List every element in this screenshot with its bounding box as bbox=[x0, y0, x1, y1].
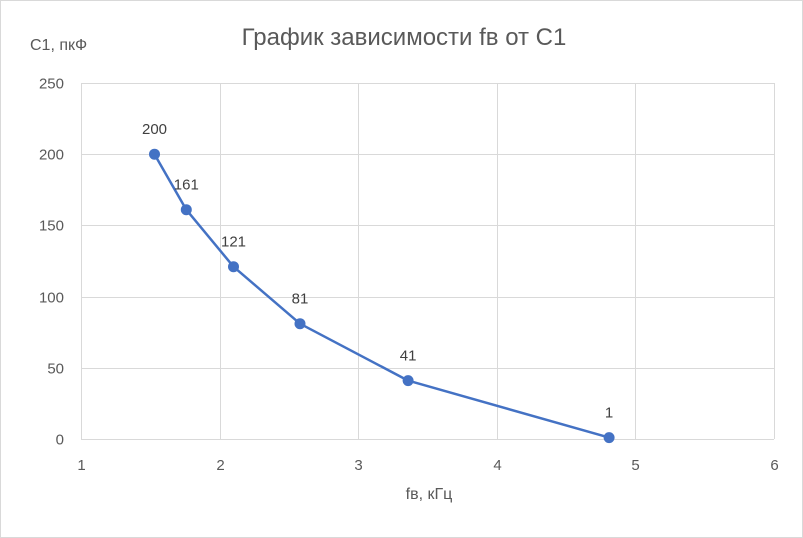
y-tick-label: 250 bbox=[39, 76, 64, 93]
data-label: 161 bbox=[174, 177, 199, 194]
data-point bbox=[180, 204, 192, 216]
y-tick-label: 100 bbox=[39, 290, 64, 307]
chart-title: График зависимости fв от С1 bbox=[242, 24, 567, 51]
x-tick-label: 4 bbox=[493, 457, 501, 474]
x-tick-label: 6 bbox=[770, 457, 778, 474]
y-tick-label: 200 bbox=[39, 147, 64, 164]
y-axis-title: С1, пкФ bbox=[30, 37, 87, 54]
data-point bbox=[228, 261, 239, 273]
x-tick-label: 1 bbox=[77, 457, 85, 474]
data-labels: 200 161 121 81 41 1 bbox=[142, 121, 613, 421]
x-tick-label: 5 bbox=[631, 457, 639, 474]
gridlines bbox=[81, 83, 775, 440]
data-label: 41 bbox=[400, 348, 417, 365]
y-tick-label: 0 bbox=[56, 432, 64, 449]
series-group bbox=[149, 148, 615, 444]
y-tick-label: 50 bbox=[47, 361, 64, 378]
data-label: 121 bbox=[221, 234, 246, 251]
data-label: 200 bbox=[142, 121, 167, 138]
data-point bbox=[149, 148, 160, 160]
data-point bbox=[402, 375, 414, 387]
tick-labels: 0 50 100 150 200 250 1 2 3 4 5 6 bbox=[39, 76, 779, 475]
series-line bbox=[153, 153, 610, 439]
data-label: 81 bbox=[292, 291, 309, 308]
x-tick-label: 3 bbox=[354, 457, 362, 474]
data-point bbox=[294, 318, 306, 330]
y-tick-label: 150 bbox=[39, 218, 64, 235]
data-point bbox=[603, 432, 615, 444]
data-label: 1 bbox=[605, 405, 613, 422]
x-tick-label: 2 bbox=[216, 457, 224, 474]
x-axis-title: fв, кГц bbox=[406, 486, 453, 503]
